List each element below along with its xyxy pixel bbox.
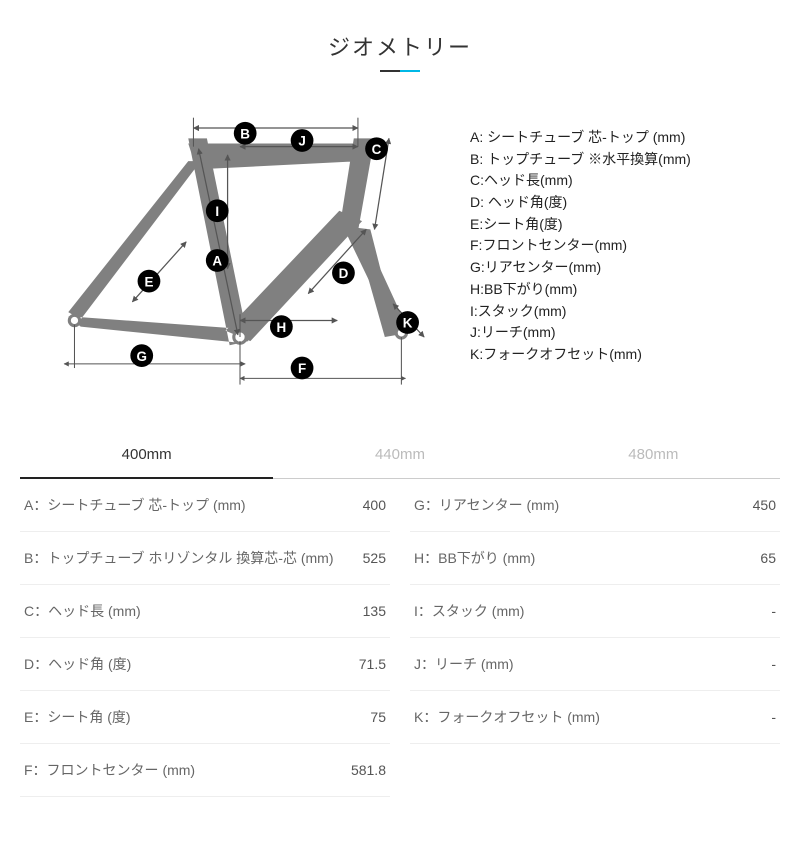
geometry-diagram: A B C D E F G H I J K — [30, 97, 450, 402]
legend-row: B: トップチューブ ※水平換算(mm) — [470, 149, 770, 171]
geometry-legend: A: シートチューブ 芯-トップ (mm)B: トップチューブ ※水平換算(mm… — [470, 97, 770, 366]
spec-label: K：フォークオフセット (mm) — [414, 707, 600, 727]
tab-480mm[interactable]: 480mm — [527, 432, 780, 478]
spec-row: E：シート角 (度) 75 — [20, 691, 390, 744]
spec-label: A：シートチューブ 芯-トップ (mm) — [24, 495, 246, 515]
spec-value: 71.5 — [336, 656, 386, 672]
spec-value: - — [726, 709, 776, 725]
spec-value: 400 — [336, 497, 386, 513]
spec-value: 581.8 — [336, 762, 386, 778]
spec-row: H：BB下がり (mm) 65 — [410, 532, 780, 585]
spec-row: J：リーチ (mm) - — [410, 638, 780, 691]
legend-row: D: ヘッド角(度) — [470, 192, 770, 214]
legend-row: G:リアセンター(mm) — [470, 257, 770, 279]
tab-440mm[interactable]: 440mm — [273, 432, 526, 478]
title-underline — [380, 70, 420, 72]
svg-text:B: B — [240, 126, 250, 141]
spec-row: D：ヘッド角 (度) 71.5 — [20, 638, 390, 691]
spec-value: 525 — [336, 550, 386, 566]
hero-section: A B C D E F G H I J K A: シートチューブ 芯-トップ (mm)B: トップチ… — [20, 97, 780, 402]
size-tabs: 400mm440mm480mm — [20, 432, 780, 479]
svg-text:K: K — [403, 316, 413, 331]
spec-value: 75 — [336, 709, 386, 725]
legend-row: H:BB下がり(mm) — [470, 279, 770, 301]
spec-label: H：BB下がり (mm) — [414, 548, 535, 568]
svg-text:G: G — [136, 349, 146, 364]
legend-row: F:フロントセンター(mm) — [470, 235, 770, 257]
spec-label: J：リーチ (mm) — [414, 654, 514, 674]
spec-label: E：シート角 (度) — [24, 707, 131, 727]
spec-label: I：スタック (mm) — [414, 601, 524, 621]
svg-text:F: F — [298, 361, 306, 376]
spec-row: C：ヘッド長 (mm) 135 — [20, 585, 390, 638]
svg-text:C: C — [372, 142, 382, 157]
spec-value: 135 — [336, 603, 386, 619]
page-title: ジオメトリー — [20, 30, 780, 62]
spec-label: B：トップチューブ ホリゾンタル 換算芯-芯 (mm) — [24, 548, 333, 568]
spec-label: D：ヘッド角 (度) — [24, 654, 131, 674]
spec-label: C：ヘッド長 (mm) — [24, 601, 141, 621]
spec-table: A：シートチューブ 芯-トップ (mm) 400 B：トップチューブ ホリゾンタル … — [20, 479, 780, 797]
tab-400mm[interactable]: 400mm — [20, 432, 273, 479]
svg-text:I: I — [215, 204, 219, 219]
spec-label: F：フロントセンター (mm) — [24, 760, 195, 780]
svg-text:E: E — [144, 274, 153, 289]
spec-row: I：スタック (mm) - — [410, 585, 780, 638]
svg-text:D: D — [339, 266, 349, 281]
legend-row: C:ヘッド長(mm) — [470, 170, 770, 192]
legend-row: A: シートチューブ 芯-トップ (mm) — [470, 127, 770, 149]
spec-value: - — [726, 656, 776, 672]
spec-row: G：リアセンター (mm) 450 — [410, 479, 780, 532]
spec-row: B：トップチューブ ホリゾンタル 換算芯-芯 (mm)525 — [20, 532, 390, 585]
spec-label: G：リアセンター (mm) — [414, 495, 559, 515]
legend-row: E:シート角(度) — [470, 214, 770, 236]
spec-value: 450 — [726, 497, 776, 513]
legend-row: I:スタック(mm) — [470, 301, 770, 323]
svg-text:H: H — [277, 320, 287, 335]
spec-row: K：フォークオフセット (mm) - — [410, 691, 780, 744]
legend-row: J:リーチ(mm) — [470, 322, 770, 344]
svg-text:A: A — [212, 254, 222, 269]
spec-row: F：フロントセンター (mm) 581.8 — [20, 744, 390, 797]
legend-row: K:フォークオフセット(mm) — [470, 344, 770, 366]
svg-text:J: J — [298, 134, 305, 149]
spec-row: A：シートチューブ 芯-トップ (mm) 400 — [20, 479, 390, 532]
spec-value: 65 — [726, 550, 776, 566]
spec-value: - — [726, 603, 776, 619]
